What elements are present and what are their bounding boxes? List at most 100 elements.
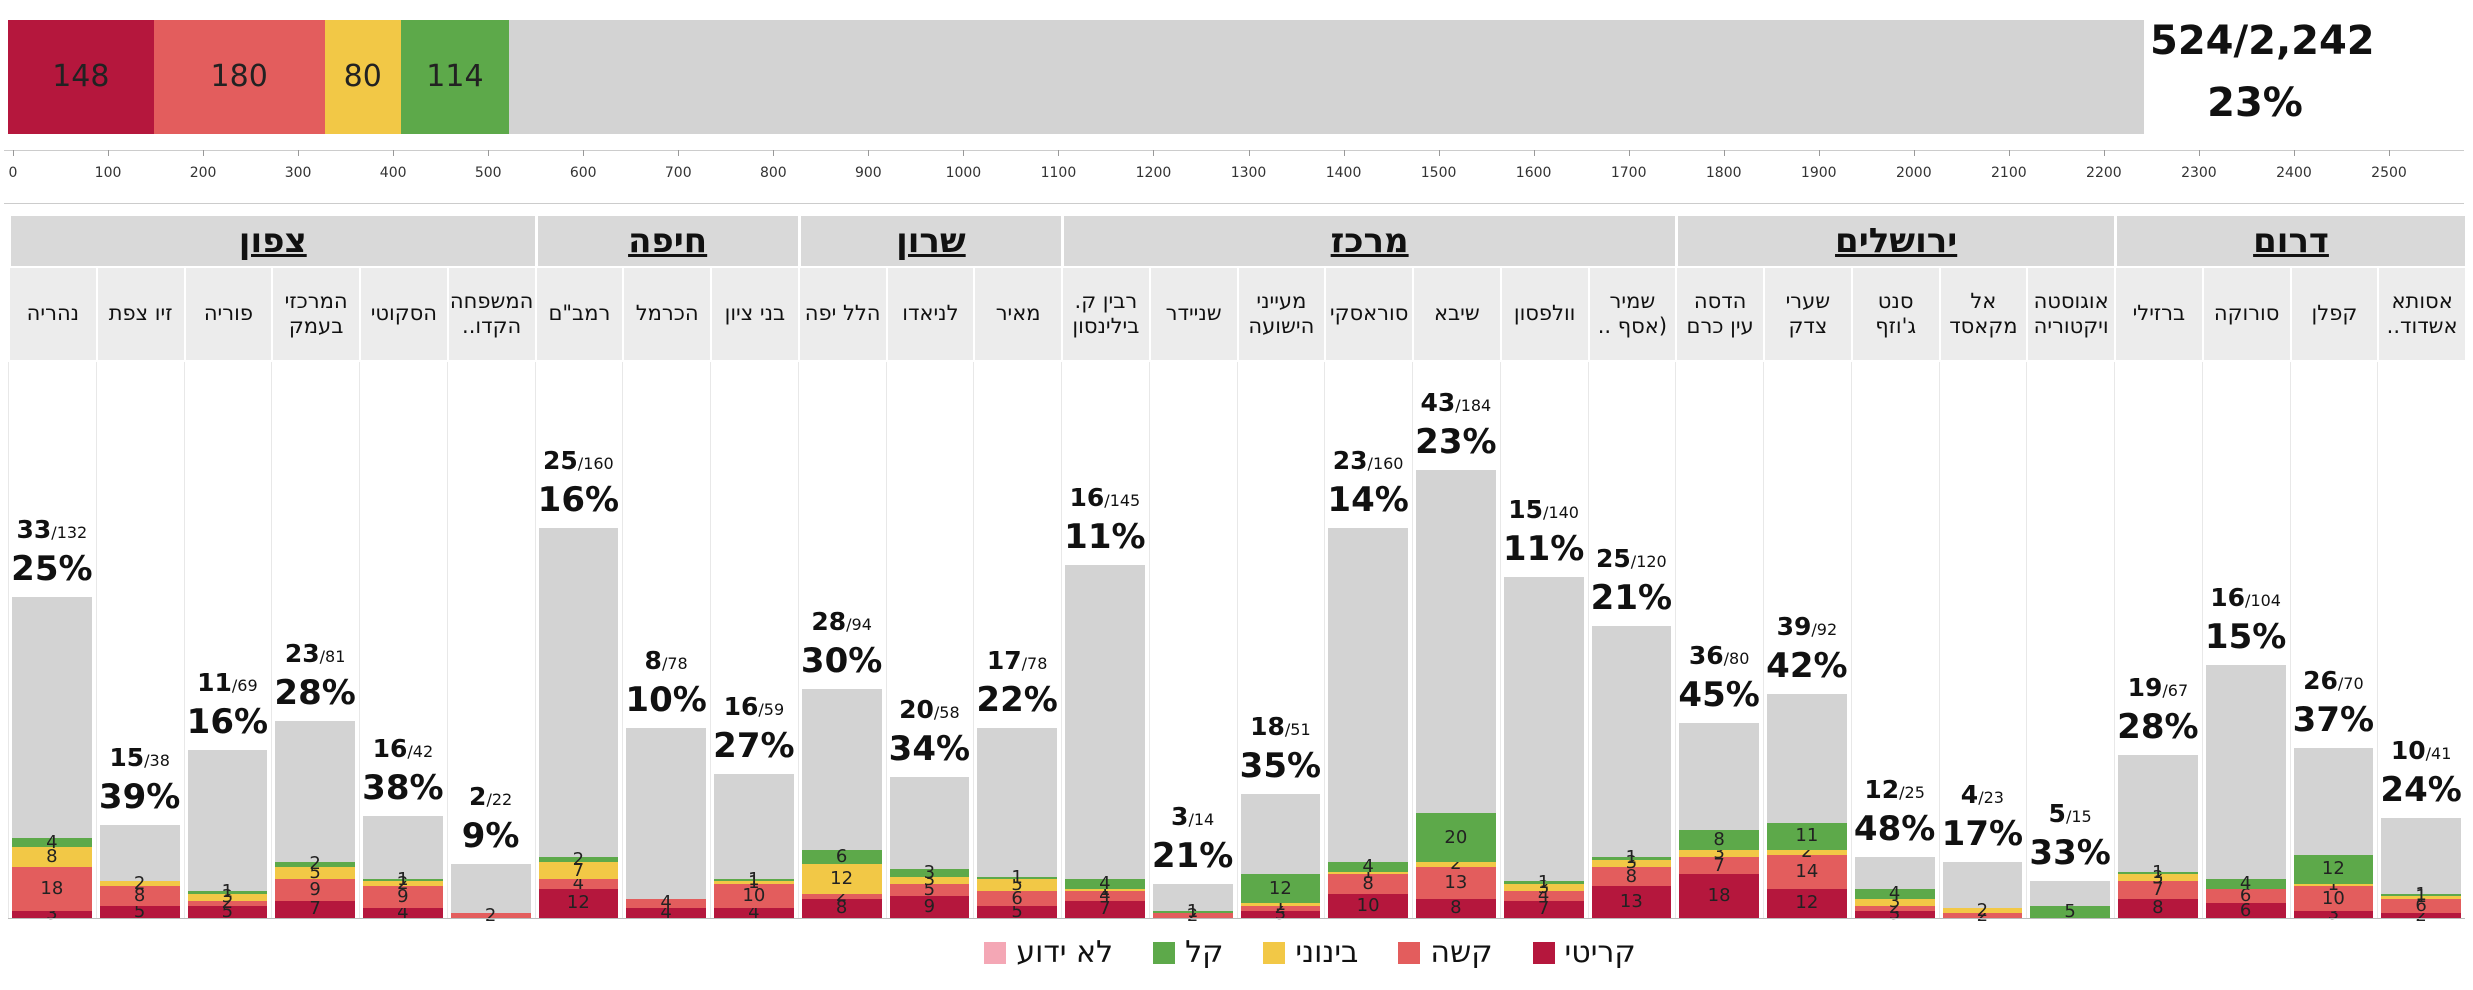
numerator: 4 [1960, 779, 1979, 809]
column-divider [446, 362, 448, 918]
segment-label: 4 [2239, 872, 2252, 894]
total: 160 [583, 454, 614, 474]
bar-segment [1679, 857, 1759, 875]
total: 104 [2250, 590, 2281, 610]
column-divider [622, 362, 624, 918]
column-divider [1324, 362, 1326, 918]
segment-label: 2 [572, 848, 585, 870]
segment-label: 5 [133, 900, 146, 922]
bar-segment [1942, 913, 2023, 918]
tick-mark [1723, 150, 1725, 156]
bar-segment [1240, 910, 1321, 918]
column-divider [710, 362, 711, 918]
segment-label: 1 [748, 869, 760, 891]
segment-label: 2 [1976, 904, 1989, 926]
tick-mark [678, 150, 680, 156]
separator: / [1723, 649, 1730, 669]
total: 140 [1548, 503, 1579, 523]
bar-segment [99, 886, 180, 906]
bar-segment [889, 876, 970, 884]
x-tick-label: 1800 [1705, 165, 1742, 181]
bar-segment [1679, 849, 1759, 858]
tick-mark [1248, 150, 1250, 156]
x-tick-label: 1200 [1135, 165, 1172, 181]
bar-segment [8, 20, 154, 134]
bar-segment [1240, 905, 1321, 911]
segment-label: 4 [660, 902, 672, 924]
fraction-label: 43/184 [1402, 388, 1510, 417]
percent-label: 34% [888, 728, 971, 769]
tick-mark [13, 150, 14, 156]
bar-segment [1679, 830, 1759, 850]
bar-segment [363, 881, 443, 887]
bar-segment [1065, 891, 1145, 901]
bar-segment [1152, 910, 1233, 914]
segment-label: 10 [1356, 894, 1380, 916]
bar-segment [2205, 888, 2286, 904]
percent-label: 10% [625, 680, 707, 721]
tick-mark [1438, 150, 1440, 156]
bar-segment [2381, 896, 2461, 899]
separator: / [1367, 454, 1373, 474]
numerator: 25 [1596, 543, 1631, 573]
legend-item: לא ידוע [984, 935, 1113, 970]
bar-segment [1152, 913, 1233, 918]
segment-label: 4 [748, 902, 760, 924]
segment-label: 8 [1713, 829, 1725, 851]
numerator: 16 [723, 692, 759, 722]
bar-segment [1503, 900, 1584, 918]
bar-segment [1767, 849, 1847, 855]
x-tick-label: 1500 [1420, 165, 1457, 181]
bar-segment [1503, 881, 1584, 884]
bar-segment [801, 849, 882, 865]
tick-mark [2008, 150, 2010, 156]
bar-segment [2205, 903, 2286, 918]
tick-mark [2103, 150, 2105, 156]
total-bar [1065, 564, 1145, 918]
fraction-label: 5/15 [2016, 799, 2124, 828]
hospital-name: זיו צפת [95, 268, 184, 360]
numerator: 39 [1776, 611, 1812, 641]
column-divider [1850, 362, 1852, 918]
segment-label: 10 [2321, 887, 2345, 909]
bar-segment [99, 881, 180, 887]
x-tick-label: 800 [759, 165, 787, 181]
total: 132 [56, 522, 88, 542]
segment-label: 6 [2415, 894, 2427, 916]
separator: / [2065, 807, 2072, 827]
separator: / [144, 751, 150, 771]
numerator: 28 [811, 607, 847, 637]
hospital-name: הכרמל [622, 268, 710, 360]
bar-segment [2293, 910, 2374, 918]
bar-segment [12, 910, 92, 918]
column-divider [2026, 362, 2028, 918]
fraction-label: 4/23 [1929, 780, 2037, 809]
segment-label: 2 [309, 853, 321, 875]
hospital-name: הלל יפה [797, 268, 886, 360]
numerator: 3 [1171, 801, 1189, 831]
segment-label: 3 [46, 903, 58, 925]
region-header: שרון [797, 216, 1061, 266]
segment-label: 3 [1625, 852, 1638, 874]
segment-label: 12 [1795, 892, 1819, 914]
x-tick-label: 500 [474, 165, 502, 181]
total: 78 [667, 654, 688, 674]
column-divider [1236, 362, 1238, 918]
bar-segment [1416, 898, 1496, 918]
fraction-label: 16/104 [2192, 583, 2300, 612]
percent-label: 28% [2117, 706, 2199, 747]
bar-segment [801, 864, 882, 894]
bar-segment [801, 893, 882, 899]
bar-segment [1416, 861, 1496, 867]
column-divider [2201, 362, 2203, 918]
segment-label: 11 [1795, 825, 1819, 847]
tick-mark [2293, 150, 2295, 156]
percent-label: 23% [1415, 421, 1497, 462]
x-tick-label: 2400 [2276, 165, 2312, 181]
fraction-label: 26/70 [2280, 666, 2388, 695]
fraction-label: 19/67 [2104, 673, 2212, 702]
separator: / [1104, 490, 1110, 510]
segment-label: 2 [221, 892, 234, 914]
legend-label: קשה [1430, 935, 1493, 970]
total: 15 [2071, 807, 2092, 827]
